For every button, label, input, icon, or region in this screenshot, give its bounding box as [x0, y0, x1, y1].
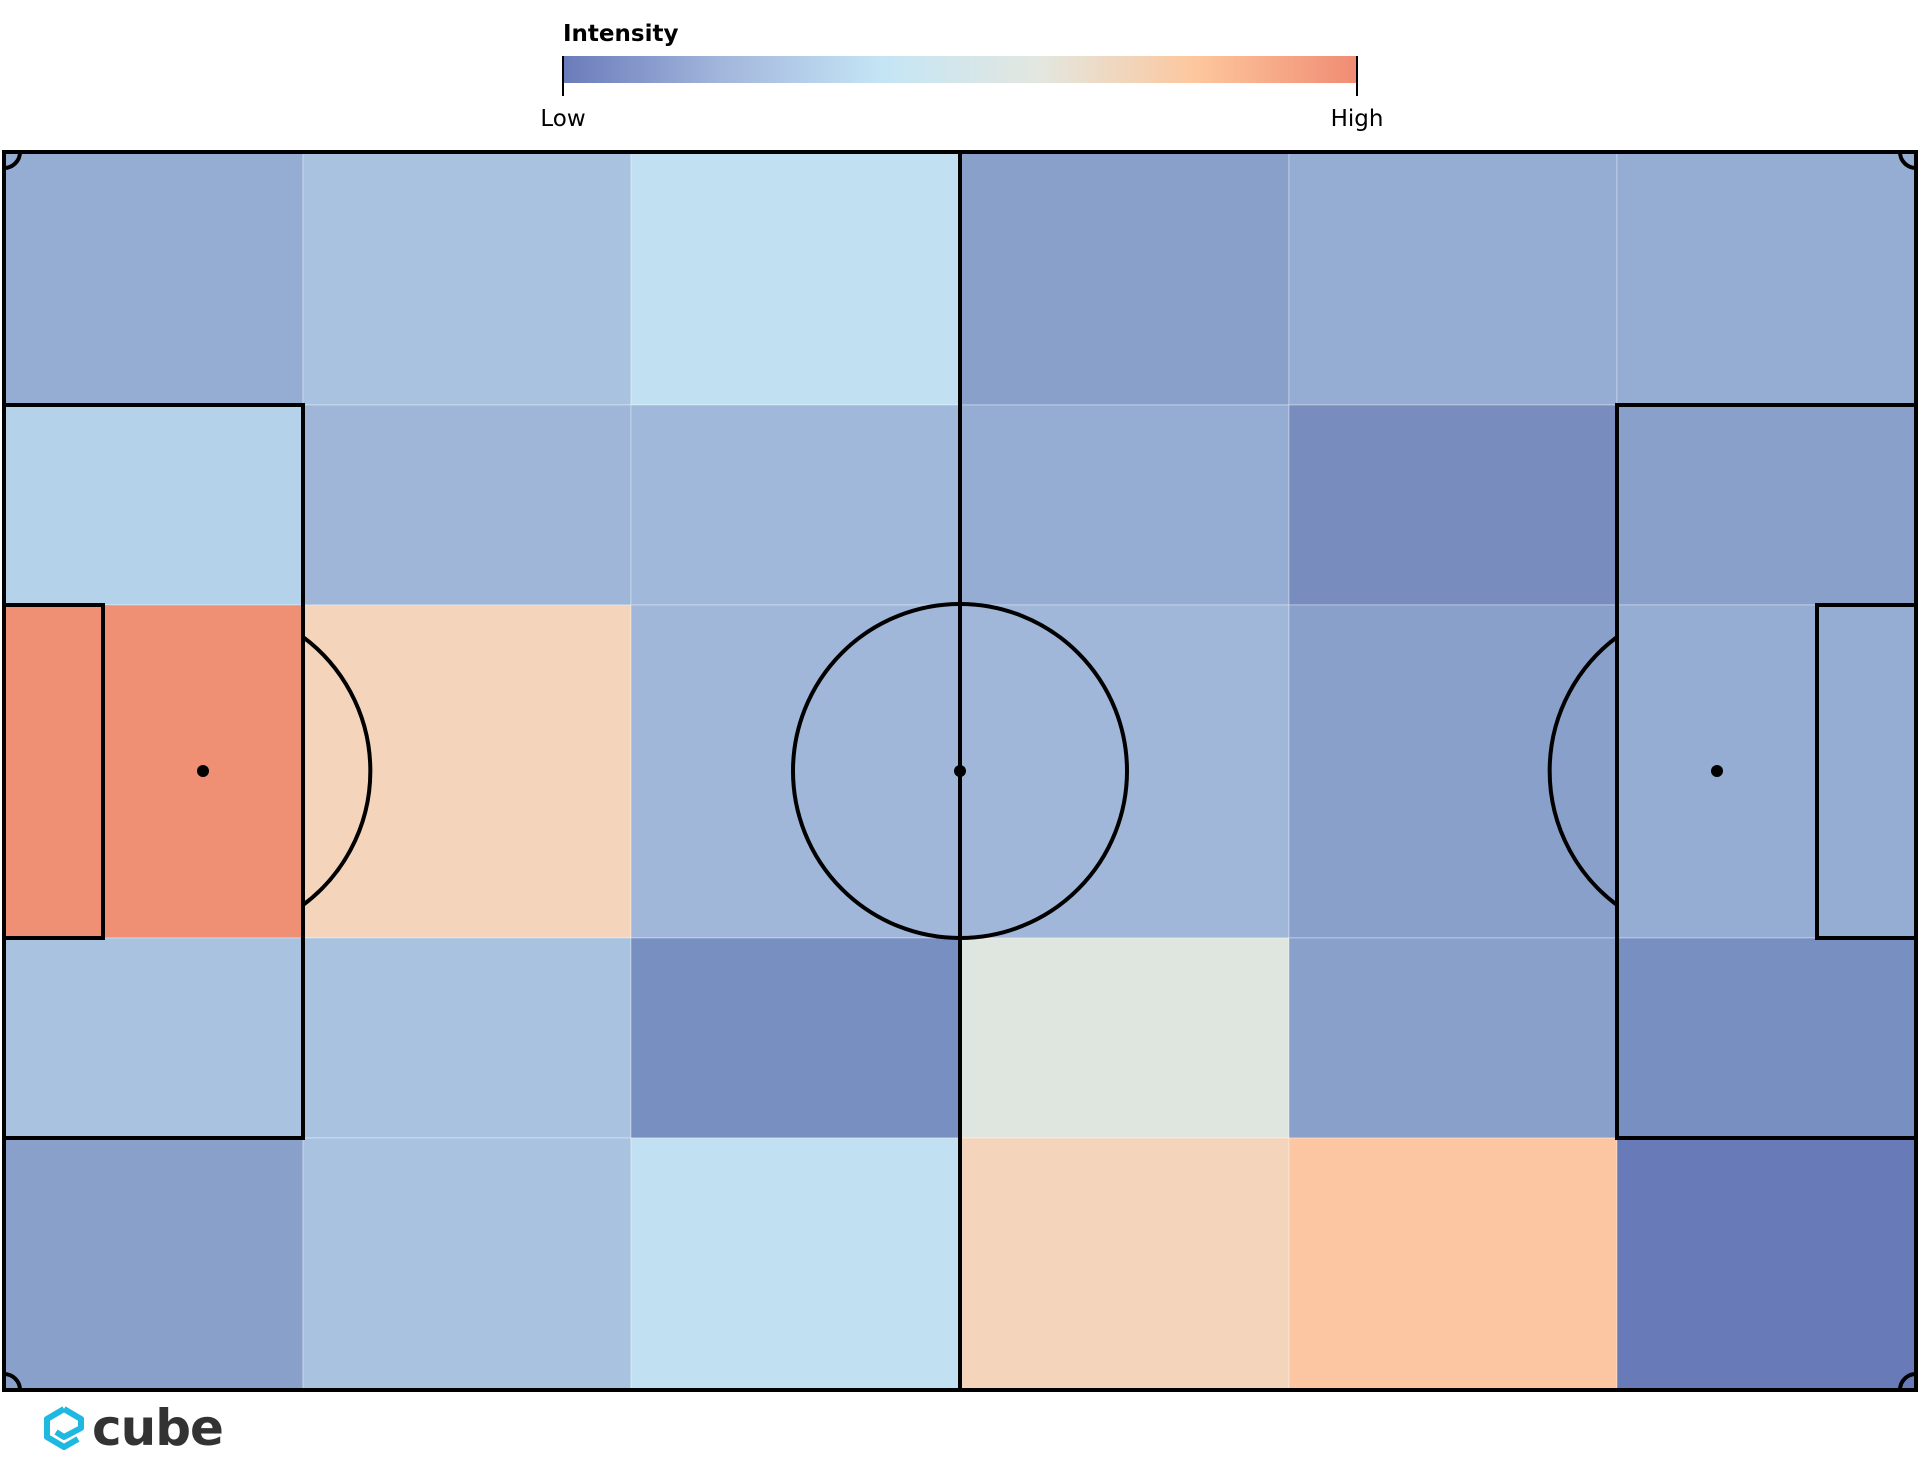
heatmap-cell-r0-c3 [959, 151, 1290, 406]
left-goal-box [2, 603, 105, 940]
heatmap-cell-r0-c5 [1616, 151, 1917, 406]
heatmap-cell-r1-c5 [1616, 404, 1917, 606]
heatmap-cell-r4-c3 [959, 1137, 1290, 1391]
brand-logo-text: cube [92, 1399, 223, 1457]
heatmap-cell-r0-c4 [1288, 151, 1618, 406]
heatmap-cell-r3-c4 [1288, 937, 1618, 1139]
cube-logo-icon [44, 1406, 84, 1450]
left-penalty-spot [197, 765, 209, 777]
right-penalty-arc [1547, 635, 1619, 907]
corner-arc-top-right [1898, 151, 1917, 170]
colorbar-gradient [563, 56, 1357, 83]
heatmap-cell-r1-c2 [630, 404, 961, 606]
right-goal-box [1815, 603, 1918, 940]
center-spot [954, 765, 966, 777]
pitch-spots [197, 765, 1723, 777]
heatmap-cell-r0-c1 [302, 151, 632, 406]
heatmap-cells [3, 151, 1917, 1391]
heatmap-cell-r0-c0 [3, 151, 304, 406]
colorbar-low-label: Low [540, 106, 585, 132]
heatmap-cell-r1-c0 [3, 404, 304, 606]
heatmap-cell-r4-c0 [3, 1137, 304, 1391]
right-penalty-spot [1711, 765, 1723, 777]
heatmap-cell-r3-c1 [302, 937, 632, 1139]
heatmap-cell-r4-c4 [1288, 1137, 1618, 1391]
heatmap-cell-r2-c0 [3, 604, 304, 939]
heatmap-cell-r4-c5 [1616, 1137, 1917, 1391]
heatmap-cell-r1-c4 [1288, 404, 1618, 606]
left-penalty-arc [301, 635, 373, 907]
heatmap-cell-r4-c1 [302, 1137, 632, 1391]
corner-arc-top-left [3, 151, 22, 170]
colorbar-title: Intensity [563, 21, 678, 47]
colorbar-high-label: High [1331, 106, 1384, 132]
heatmap-cell-r3-c3 [959, 937, 1290, 1139]
heatmap-cell-r4-c2 [630, 1137, 961, 1391]
colorbar-legend: Intensity Low High [540, 21, 1383, 132]
heatmap-cell-r2-c4 [1288, 604, 1618, 939]
heatmap-cell-r2-c5 [1616, 604, 1917, 939]
heatmap-cell-r3-c0 [3, 937, 304, 1139]
heatmap-cell-r1-c3 [959, 404, 1290, 606]
brand-logo: cube [44, 1399, 224, 1457]
center-circle [791, 602, 1129, 940]
heatmap-cell-r2-c3 [959, 604, 1290, 939]
heatmap-cell-r0-c2 [630, 151, 961, 406]
heatmap-cell-r1-c1 [302, 404, 632, 606]
heatmap-cell-r3-c5 [1616, 937, 1917, 1139]
heatmap-cell-r2-c1 [302, 604, 632, 939]
corner-arc-bottom-right [1898, 1372, 1917, 1391]
heatmap-cell-r3-c2 [630, 937, 961, 1139]
heatmap-cell-r2-c2 [630, 604, 961, 939]
corner-arc-bottom-left [3, 1372, 22, 1391]
